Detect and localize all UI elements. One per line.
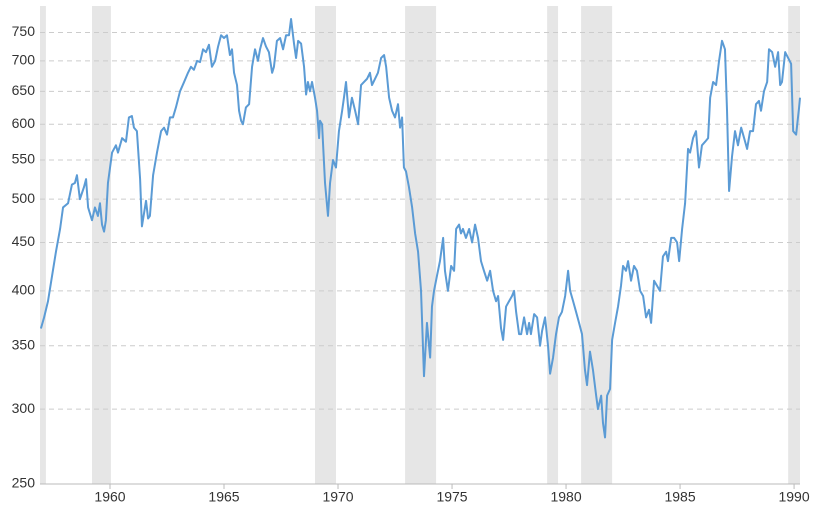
y-tick-label: 450 (12, 233, 36, 249)
recession-band (581, 6, 613, 484)
y-tick-label: 250 (12, 475, 36, 491)
x-tick-label: 1965 (208, 489, 239, 505)
recession-band (788, 6, 800, 484)
y-tick-label: 500 (12, 190, 36, 206)
x-tick-label: 1985 (664, 489, 695, 505)
recession-band (91, 6, 111, 484)
price-line (39, 18, 801, 439)
y-tick-label: 750 (12, 23, 36, 39)
recession-band (547, 6, 559, 484)
recession-band (40, 6, 46, 484)
y-tick-label: 300 (12, 400, 36, 416)
y-tick-label: 350 (12, 336, 36, 352)
y-tick-label: 400 (12, 282, 36, 298)
x-tick-label: 1975 (436, 489, 467, 505)
y-tick-label: 650 (12, 82, 36, 98)
recession-band (405, 6, 437, 484)
x-tick-label: 1960 (94, 489, 125, 505)
recession-band (314, 6, 336, 484)
x-tick-label: 1980 (550, 489, 581, 505)
y-tick-label: 550 (12, 151, 36, 167)
y-tick-label: 700 (12, 52, 36, 68)
x-tick-label: 1990 (778, 489, 809, 505)
y-tick-label: 600 (12, 115, 36, 131)
x-tick-label: 1970 (322, 489, 353, 505)
